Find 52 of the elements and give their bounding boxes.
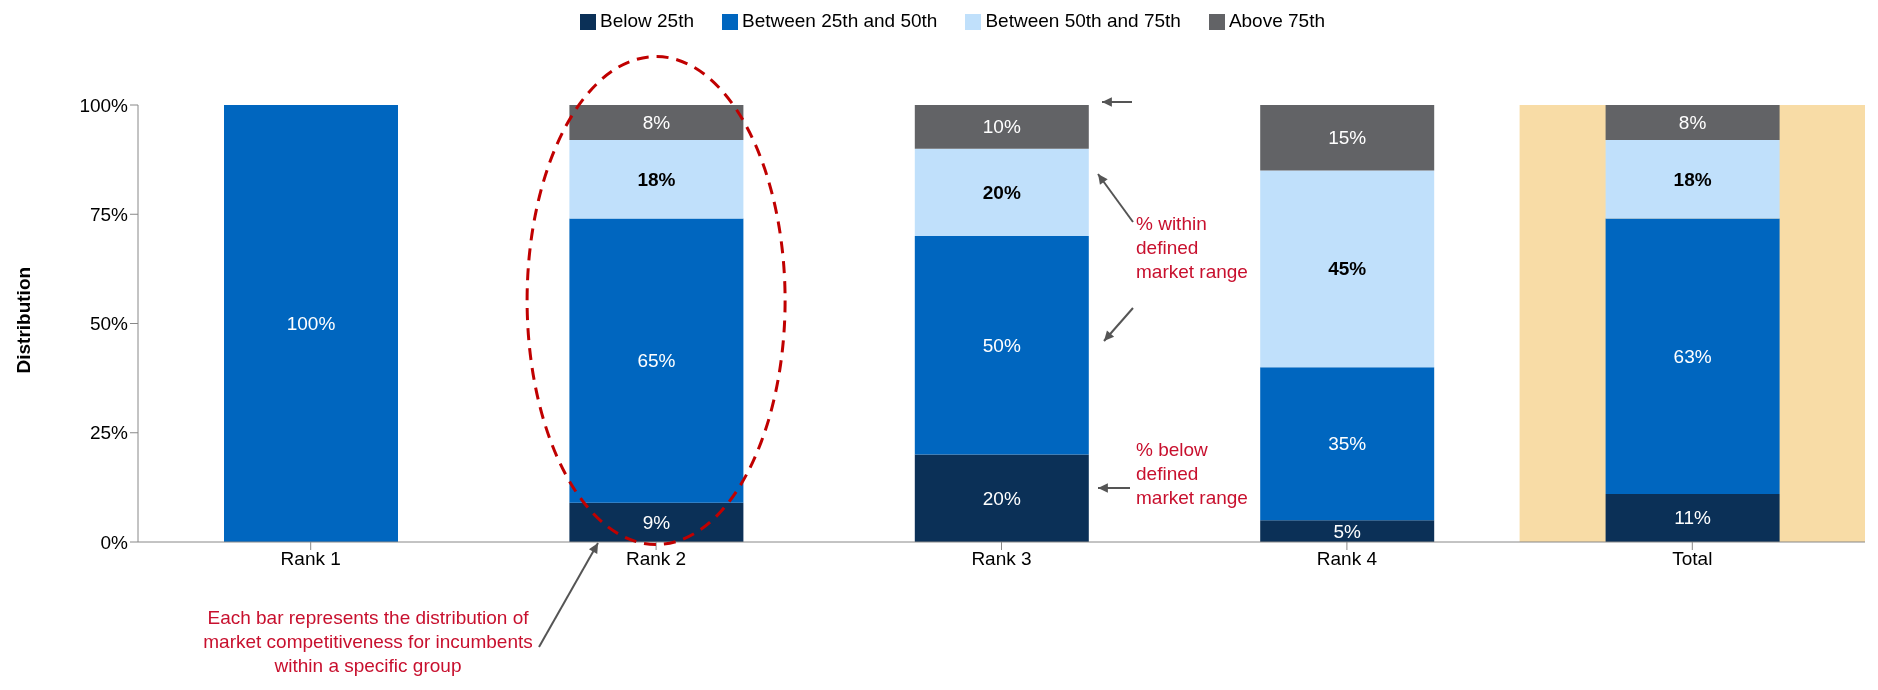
legend-label: Between 50th and 75th (985, 10, 1181, 31)
data-label: 5% (1333, 520, 1362, 542)
data-label: 15% (1328, 127, 1367, 149)
data-label: 20% (982, 181, 1021, 203)
bar (569, 218, 744, 503)
y-tick-label: 0% (100, 531, 129, 553)
x-tick-label: Rank 2 (626, 548, 687, 570)
annotation: % within defined market range (1136, 212, 1248, 284)
bar (569, 139, 744, 219)
y-tick-label: 25% (89, 422, 129, 444)
data-label: 63% (1673, 345, 1712, 367)
legend-label: Above 75th (1228, 10, 1326, 31)
y-tick-label: 100% (79, 94, 129, 116)
data-label: 65% (637, 350, 676, 372)
data-label: 18% (1673, 168, 1712, 190)
data-label: 35% (1328, 433, 1367, 455)
bar (1260, 105, 1435, 171)
annotation: % below defined market range (1136, 438, 1248, 510)
legend-label: Below 25th (599, 10, 694, 31)
y-axis-title: Distribution (12, 266, 34, 374)
x-tick-label: Rank 4 (1316, 548, 1378, 570)
x-tick-label: Total (1672, 548, 1713, 570)
bar (1260, 170, 1435, 368)
data-label: 9% (642, 511, 671, 533)
data-label: 45% (1328, 258, 1367, 280)
data-label: 18% (637, 168, 676, 190)
data-label: 10% (982, 116, 1021, 138)
y-tick-label: 75% (89, 203, 129, 225)
x-tick-label: Rank 1 (280, 548, 341, 570)
legend-label: Between 25th and 50th (742, 10, 938, 31)
bar (1605, 139, 1780, 219)
bar (1260, 367, 1435, 521)
bar (914, 105, 1089, 149)
data-label: 8% (1678, 111, 1707, 133)
data-label: 50% (982, 334, 1021, 356)
bar (1605, 105, 1780, 140)
bar (914, 454, 1089, 542)
bar (914, 236, 1089, 455)
bar (224, 105, 398, 542)
y-tick-label: 50% (89, 313, 129, 335)
data-label: 11% (1674, 507, 1712, 529)
data-label: 20% (982, 487, 1021, 509)
bar (1605, 218, 1780, 494)
bar (569, 502, 744, 542)
data-label: 8% (642, 111, 671, 133)
bar (1260, 520, 1435, 542)
x-tick-label: Rank 3 (971, 548, 1032, 570)
bar (914, 148, 1089, 237)
bar (569, 105, 744, 140)
bar (1605, 493, 1780, 542)
text: Each bar represents the distribution of market competitiveness for incumbents within a specific group (202, 606, 534, 678)
data-label: 100% (286, 313, 336, 334)
